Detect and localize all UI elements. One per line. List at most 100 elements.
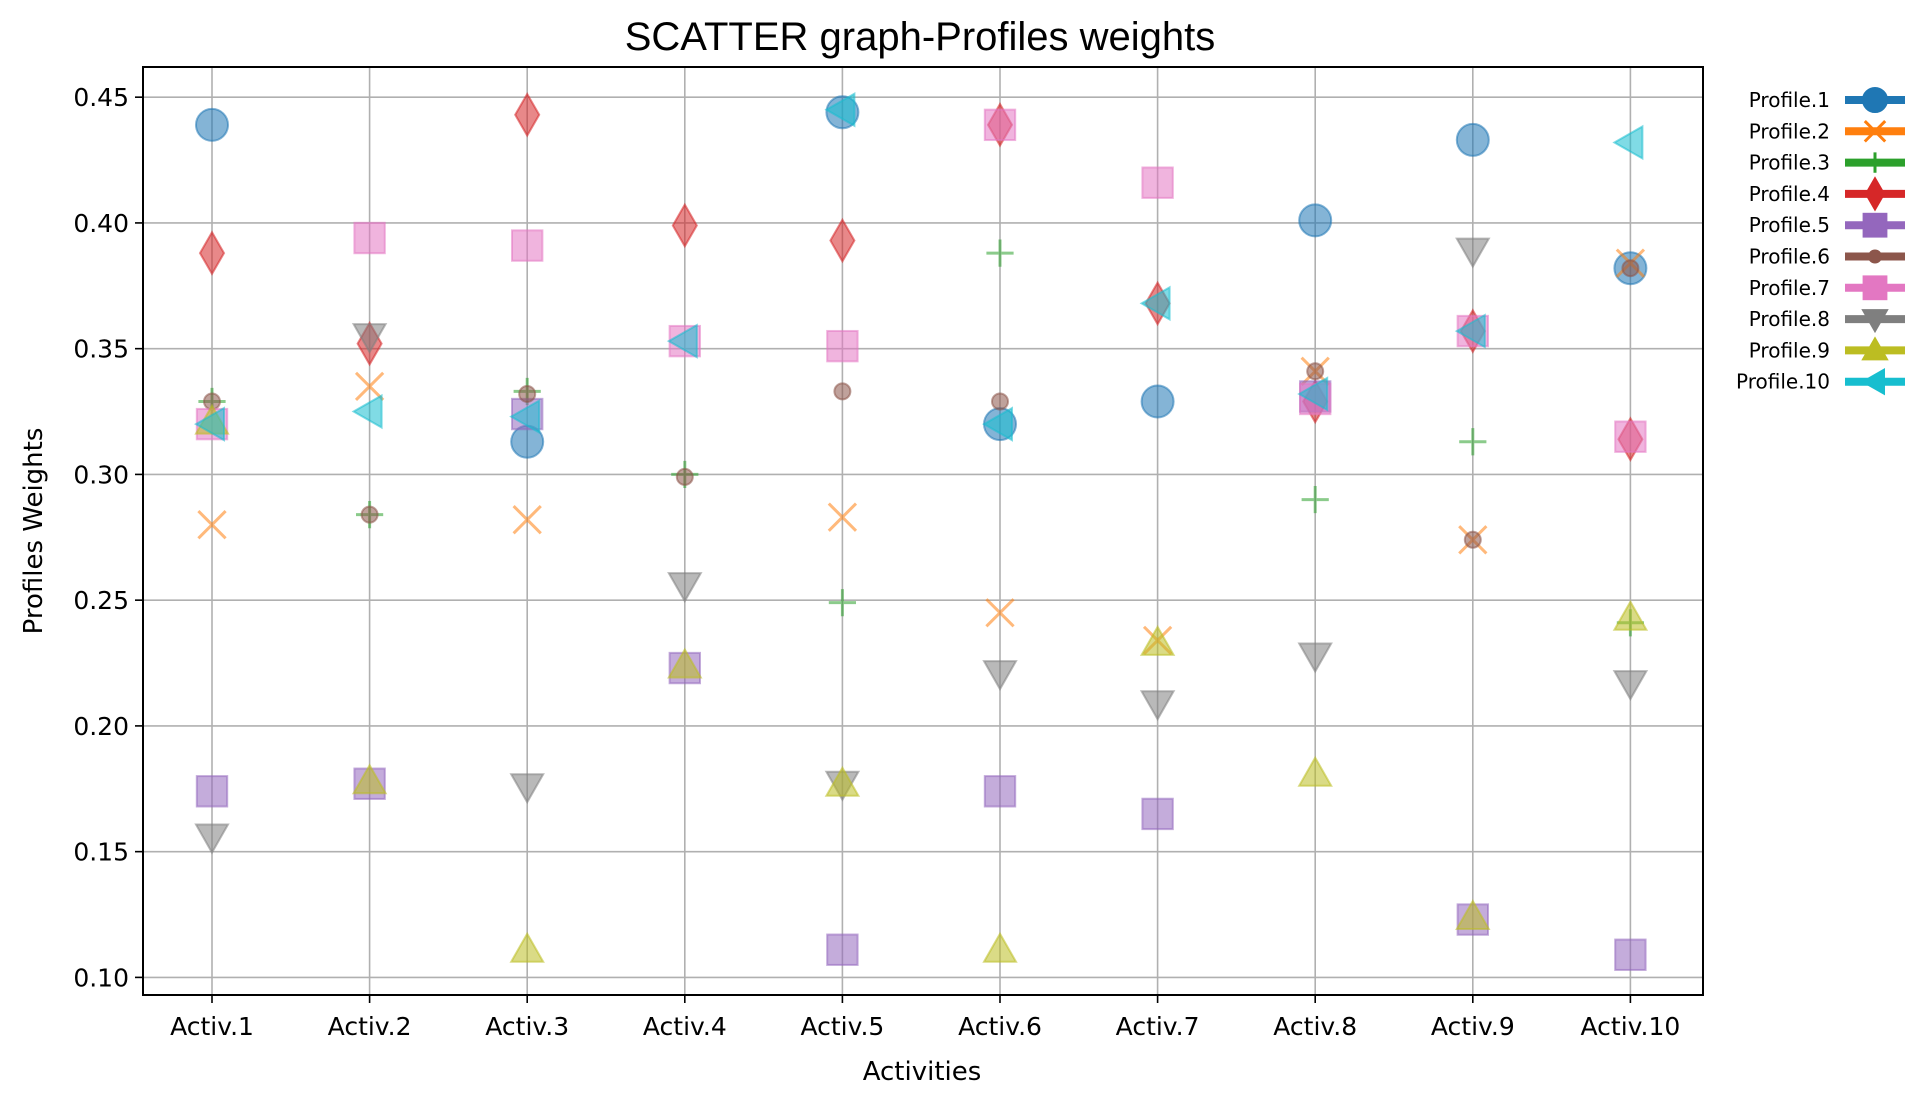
legend-label: Profile.8 [1749, 307, 1830, 331]
data-point [667, 647, 703, 679]
data-point [675, 467, 694, 486]
data-point [509, 931, 545, 963]
series-profile-3 [198, 239, 1644, 637]
legend-marker [1862, 275, 1888, 301]
data-point [1455, 122, 1490, 157]
legend-label: Profile.6 [1749, 245, 1830, 269]
data-point [509, 773, 545, 805]
y-tick-label: 0.40 [73, 209, 129, 238]
data-point [1297, 376, 1329, 412]
legend-marker [1868, 249, 1882, 264]
data-point [1306, 362, 1325, 381]
data-point [351, 763, 388, 795]
data-point [829, 217, 856, 264]
data-point [985, 598, 1015, 628]
data-point [828, 589, 856, 617]
y-tick-label: 0.20 [73, 712, 129, 741]
data-point [826, 329, 859, 363]
data-point [511, 229, 544, 262]
data-point [1297, 755, 1333, 787]
x-tick-label: Activ.6 [958, 1012, 1042, 1041]
data-point [1301, 485, 1329, 514]
x-axis-ticks: Activ.1 Activ.2 Activ.3 Activ.4 Activ.5 Activ… [170, 995, 1680, 1041]
x-tick-label: Activ.8 [1273, 1012, 1357, 1041]
series-profile-1 [195, 95, 1648, 459]
series-profile-8 [194, 237, 1649, 855]
data-point [1614, 938, 1647, 971]
series-profile-2 [197, 248, 1646, 656]
data-point [827, 502, 858, 532]
data-point [1614, 420, 1647, 453]
y-tick-label: 0.45 [73, 83, 129, 112]
y-tick-label: 0.15 [73, 838, 129, 867]
data-point [991, 392, 1009, 411]
series-profile-4 [198, 91, 1644, 463]
y-axis-ticks: 0.10 0.15 0.20 0.25 0.30 0.35 0.40 0.45 [73, 83, 143, 992]
x-tick-label: Activ.3 [485, 1012, 569, 1041]
series-profile-7 [195, 108, 1647, 453]
data-point [1140, 384, 1175, 419]
data-point [360, 505, 379, 524]
data-point [1621, 259, 1640, 278]
x-tick-label: Activ.10 [1581, 1012, 1681, 1041]
data-point [1139, 285, 1171, 322]
x-tick-label: Activ.4 [643, 1012, 727, 1041]
data-point [824, 92, 856, 128]
x-tick-label: Activ.5 [800, 1012, 884, 1041]
legend: Profile.1 Profile.2 Profile.3 Profile.4 Prof… [1736, 87, 1905, 396]
data-point [194, 823, 230, 855]
legend-label: Profile.10 [1736, 370, 1830, 394]
legend-marker [1860, 367, 1885, 396]
data-point [982, 931, 1018, 963]
x-tick-label: Activ.2 [328, 1012, 412, 1041]
legend-marker [1864, 176, 1886, 212]
legend-label: Profile.1 [1749, 88, 1830, 112]
series-profile-5 [195, 380, 1647, 971]
y-tick-label: 0.25 [73, 586, 129, 615]
data-point [1454, 313, 1486, 349]
data-point [982, 660, 1018, 692]
x-tick-label: Activ.7 [1116, 1012, 1200, 1041]
data-point [986, 239, 1014, 267]
data-point [518, 384, 537, 403]
data-point [1141, 166, 1174, 199]
data-point [1612, 124, 1644, 161]
data-point [351, 323, 388, 355]
data-point [1459, 428, 1487, 456]
legend-label: Profile.3 [1749, 151, 1830, 175]
data-point [512, 505, 542, 535]
data-point [824, 765, 861, 797]
legend-marker [1864, 152, 1886, 173]
y-tick-label: 0.10 [73, 963, 129, 992]
series-profile-6 [203, 259, 1640, 549]
data-point [1298, 203, 1333, 238]
data-point [1612, 670, 1649, 702]
x-tick-label: Activ.9 [1431, 1012, 1515, 1041]
data-point [1612, 599, 1649, 631]
series-profile-10 [193, 92, 1644, 442]
data-point [1139, 690, 1176, 722]
data-point [353, 221, 386, 255]
data-point [351, 393, 383, 430]
data-point [1455, 899, 1491, 931]
x-tick-label: Activ.1 [170, 1012, 254, 1041]
legend-label: Profile.2 [1749, 119, 1830, 143]
data-points [193, 91, 1649, 971]
legend-label: Profile.7 [1749, 276, 1830, 300]
data-point [981, 406, 1013, 442]
y-tick-label: 0.30 [73, 460, 129, 489]
data-point [1141, 797, 1174, 831]
y-axis-label: Profiles Weights [19, 428, 49, 635]
y-tick-label: 0.35 [73, 335, 129, 364]
data-point [667, 572, 703, 604]
data-point [509, 398, 541, 435]
data-point [826, 933, 859, 966]
legend-marker [1861, 309, 1889, 334]
grid-lines [143, 67, 1703, 995]
data-point [1297, 642, 1333, 674]
data-point [514, 91, 541, 138]
data-point [983, 775, 1017, 808]
legend-marker [1862, 87, 1888, 113]
legend-marker [1863, 120, 1887, 143]
